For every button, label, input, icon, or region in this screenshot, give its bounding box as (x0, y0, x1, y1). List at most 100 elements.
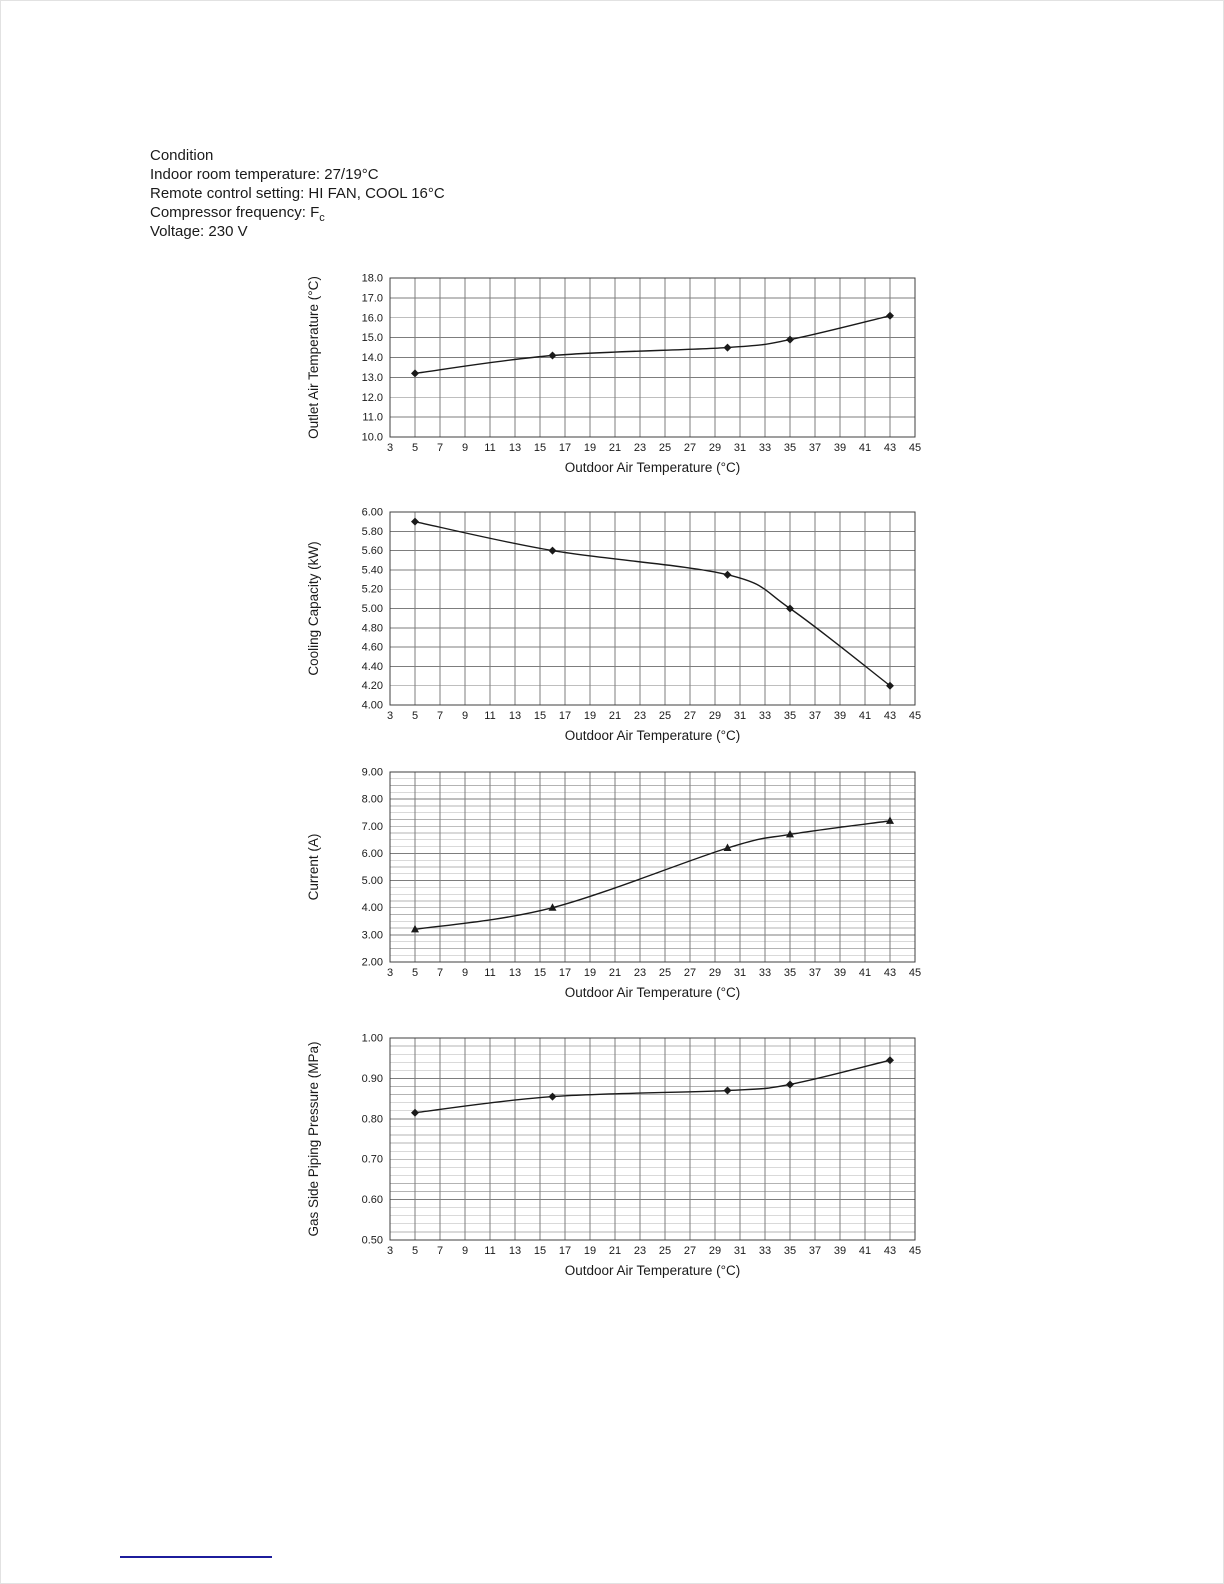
svg-text:35: 35 (784, 710, 796, 722)
svg-text:25: 25 (659, 1245, 671, 1257)
svg-text:11: 11 (484, 442, 495, 454)
svg-text:41: 41 (859, 442, 871, 454)
y-axis-tick-labels: 4.00 4.20 4.40 4.60 4.80 5.00 5.20 5.40 5.60 5.80… (362, 507, 383, 712)
y-axis-tick-labels: 10.0 11.0 12.0 13.0 14.0 15.0 16.0 17.0 18.0 (362, 273, 383, 444)
svg-text:11: 11 (484, 967, 495, 979)
y-axis-title: Outlet Air Temperature (°C) (306, 276, 321, 439)
svg-text:31: 31 (734, 1245, 746, 1257)
svg-text:39: 39 (834, 710, 846, 722)
y-axis-tick-labels: 2.00 3.00 4.00 5.00 6.00 7.00 8.00 9.00 (362, 767, 383, 969)
condition-line-subscript: c (319, 212, 325, 224)
chart-outlet-air-temperature-c: 10.011.012.013.014.015.016.017.018.03 5 7 9… (306, 273, 921, 476)
svg-text:29: 29 (709, 967, 721, 979)
svg-text:17: 17 (559, 1245, 571, 1257)
triangle-marker (886, 816, 894, 824)
svg-text:43: 43 (884, 1245, 896, 1257)
svg-text:41: 41 (859, 710, 871, 722)
svg-text:7: 7 (437, 710, 443, 722)
footer-rule (120, 1556, 272, 1558)
svg-text:35: 35 (784, 1245, 796, 1257)
svg-text:31: 31 (734, 442, 746, 454)
svg-text:23: 23 (634, 442, 646, 454)
svg-text:5: 5 (412, 967, 418, 979)
svg-text:23: 23 (634, 1245, 646, 1257)
svg-text:9: 9 (462, 710, 468, 722)
diamond-marker (411, 369, 419, 378)
svg-text:5.20: 5.20 (362, 584, 383, 596)
svg-text:14.0: 14.0 (362, 352, 383, 364)
svg-text:19: 19 (584, 1245, 596, 1257)
svg-text:33: 33 (759, 442, 771, 454)
condition-block: Condition Indoor room temperature: 27/19… (150, 146, 445, 241)
svg-text:13.0: 13.0 (362, 372, 383, 384)
svg-text:43: 43 (884, 967, 896, 979)
series-line (414, 1059, 891, 1114)
svg-text:37: 37 (809, 710, 821, 722)
svg-text:0.70: 0.70 (362, 1154, 383, 1166)
svg-text:17.0: 17.0 (362, 292, 383, 304)
diamond-marker (723, 1086, 732, 1095)
plot-border (389, 771, 916, 963)
svg-text:9: 9 (462, 967, 468, 979)
svg-text:19: 19 (584, 967, 596, 979)
svg-text:3: 3 (387, 967, 393, 979)
svg-text:4.00: 4.00 (362, 902, 383, 914)
svg-text:21: 21 (609, 1245, 621, 1257)
svg-text:11.0: 11.0 (362, 412, 383, 424)
y-axis-title: Current (A) (306, 834, 321, 901)
svg-text:33: 33 (759, 967, 771, 979)
chart-gas-side-piping-pressure-mpa: 0.500.600.700.800.901.003 5 7 9 11 13 15 17 19 21… (306, 1033, 921, 1279)
svg-text:9: 9 (462, 442, 468, 454)
svg-text:43: 43 (884, 442, 896, 454)
data-markers (411, 816, 894, 933)
svg-text:4.60: 4.60 (362, 642, 383, 654)
svg-text:41: 41 (859, 967, 871, 979)
triangle-marker (786, 829, 794, 838)
triangle-marker (411, 924, 419, 933)
svg-text:25: 25 (659, 967, 671, 979)
svg-text:8.00: 8.00 (362, 794, 383, 806)
y-axis-title: Gas Side Piping Pressure (MPa) (306, 1041, 321, 1236)
x-axis-tick-labels: 3 5 7 9 11 13 15 17 19 21 23 25 27 29 31 33 35 37 39 41 43 45 (387, 442, 921, 454)
svg-text:7: 7 (437, 1245, 443, 1257)
svg-text:21: 21 (609, 442, 621, 454)
svg-text:7: 7 (437, 442, 443, 454)
svg-text:37: 37 (809, 1245, 821, 1257)
y-axis-tick-labels: 0.50 0.60 0.70 0.80 0.90 1.00 (362, 1033, 383, 1247)
svg-text:37: 37 (809, 967, 821, 979)
svg-text:39: 39 (834, 442, 846, 454)
series-line (414, 520, 891, 687)
svg-text:27: 27 (684, 967, 696, 979)
svg-text:13: 13 (509, 1245, 521, 1257)
svg-text:9: 9 (462, 1245, 468, 1257)
x-axis-title: Outdoor Air Temperature (°C) (565, 460, 740, 475)
diamond-marker (548, 546, 557, 555)
svg-text:5: 5 (412, 1245, 418, 1257)
x-axis-tick-labels: 3 5 7 9 11 13 15 17 19 21 23 25 27 29 31 33 35 37 39 41 43 45 (387, 710, 921, 722)
diamond-marker (411, 517, 419, 526)
plot-border (389, 1037, 916, 1241)
triangle-marker (548, 903, 557, 911)
svg-text:33: 33 (759, 1245, 771, 1257)
diamond-marker (548, 1092, 557, 1101)
svg-text:5.60: 5.60 (362, 545, 383, 557)
svg-text:11: 11 (484, 710, 495, 722)
svg-text:15: 15 (534, 710, 546, 722)
svg-text:0.50: 0.50 (362, 1235, 383, 1247)
svg-text:23: 23 (634, 710, 646, 722)
svg-text:15.0: 15.0 (362, 332, 383, 344)
diamond-marker (723, 570, 732, 579)
svg-text:39: 39 (834, 1245, 846, 1257)
svg-text:17: 17 (559, 967, 571, 979)
svg-text:5.00: 5.00 (362, 603, 383, 615)
svg-text:3: 3 (387, 442, 393, 454)
diamond-marker (886, 681, 894, 690)
svg-text:11: 11 (484, 1245, 495, 1257)
svg-text:7.00: 7.00 (362, 821, 383, 833)
svg-text:13: 13 (509, 442, 521, 454)
svg-text:0.90: 0.90 (362, 1073, 383, 1085)
svg-text:4.80: 4.80 (362, 622, 383, 634)
diamond-marker (548, 351, 557, 360)
svg-text:4.00: 4.00 (362, 700, 383, 712)
svg-text:31: 31 (734, 710, 746, 722)
